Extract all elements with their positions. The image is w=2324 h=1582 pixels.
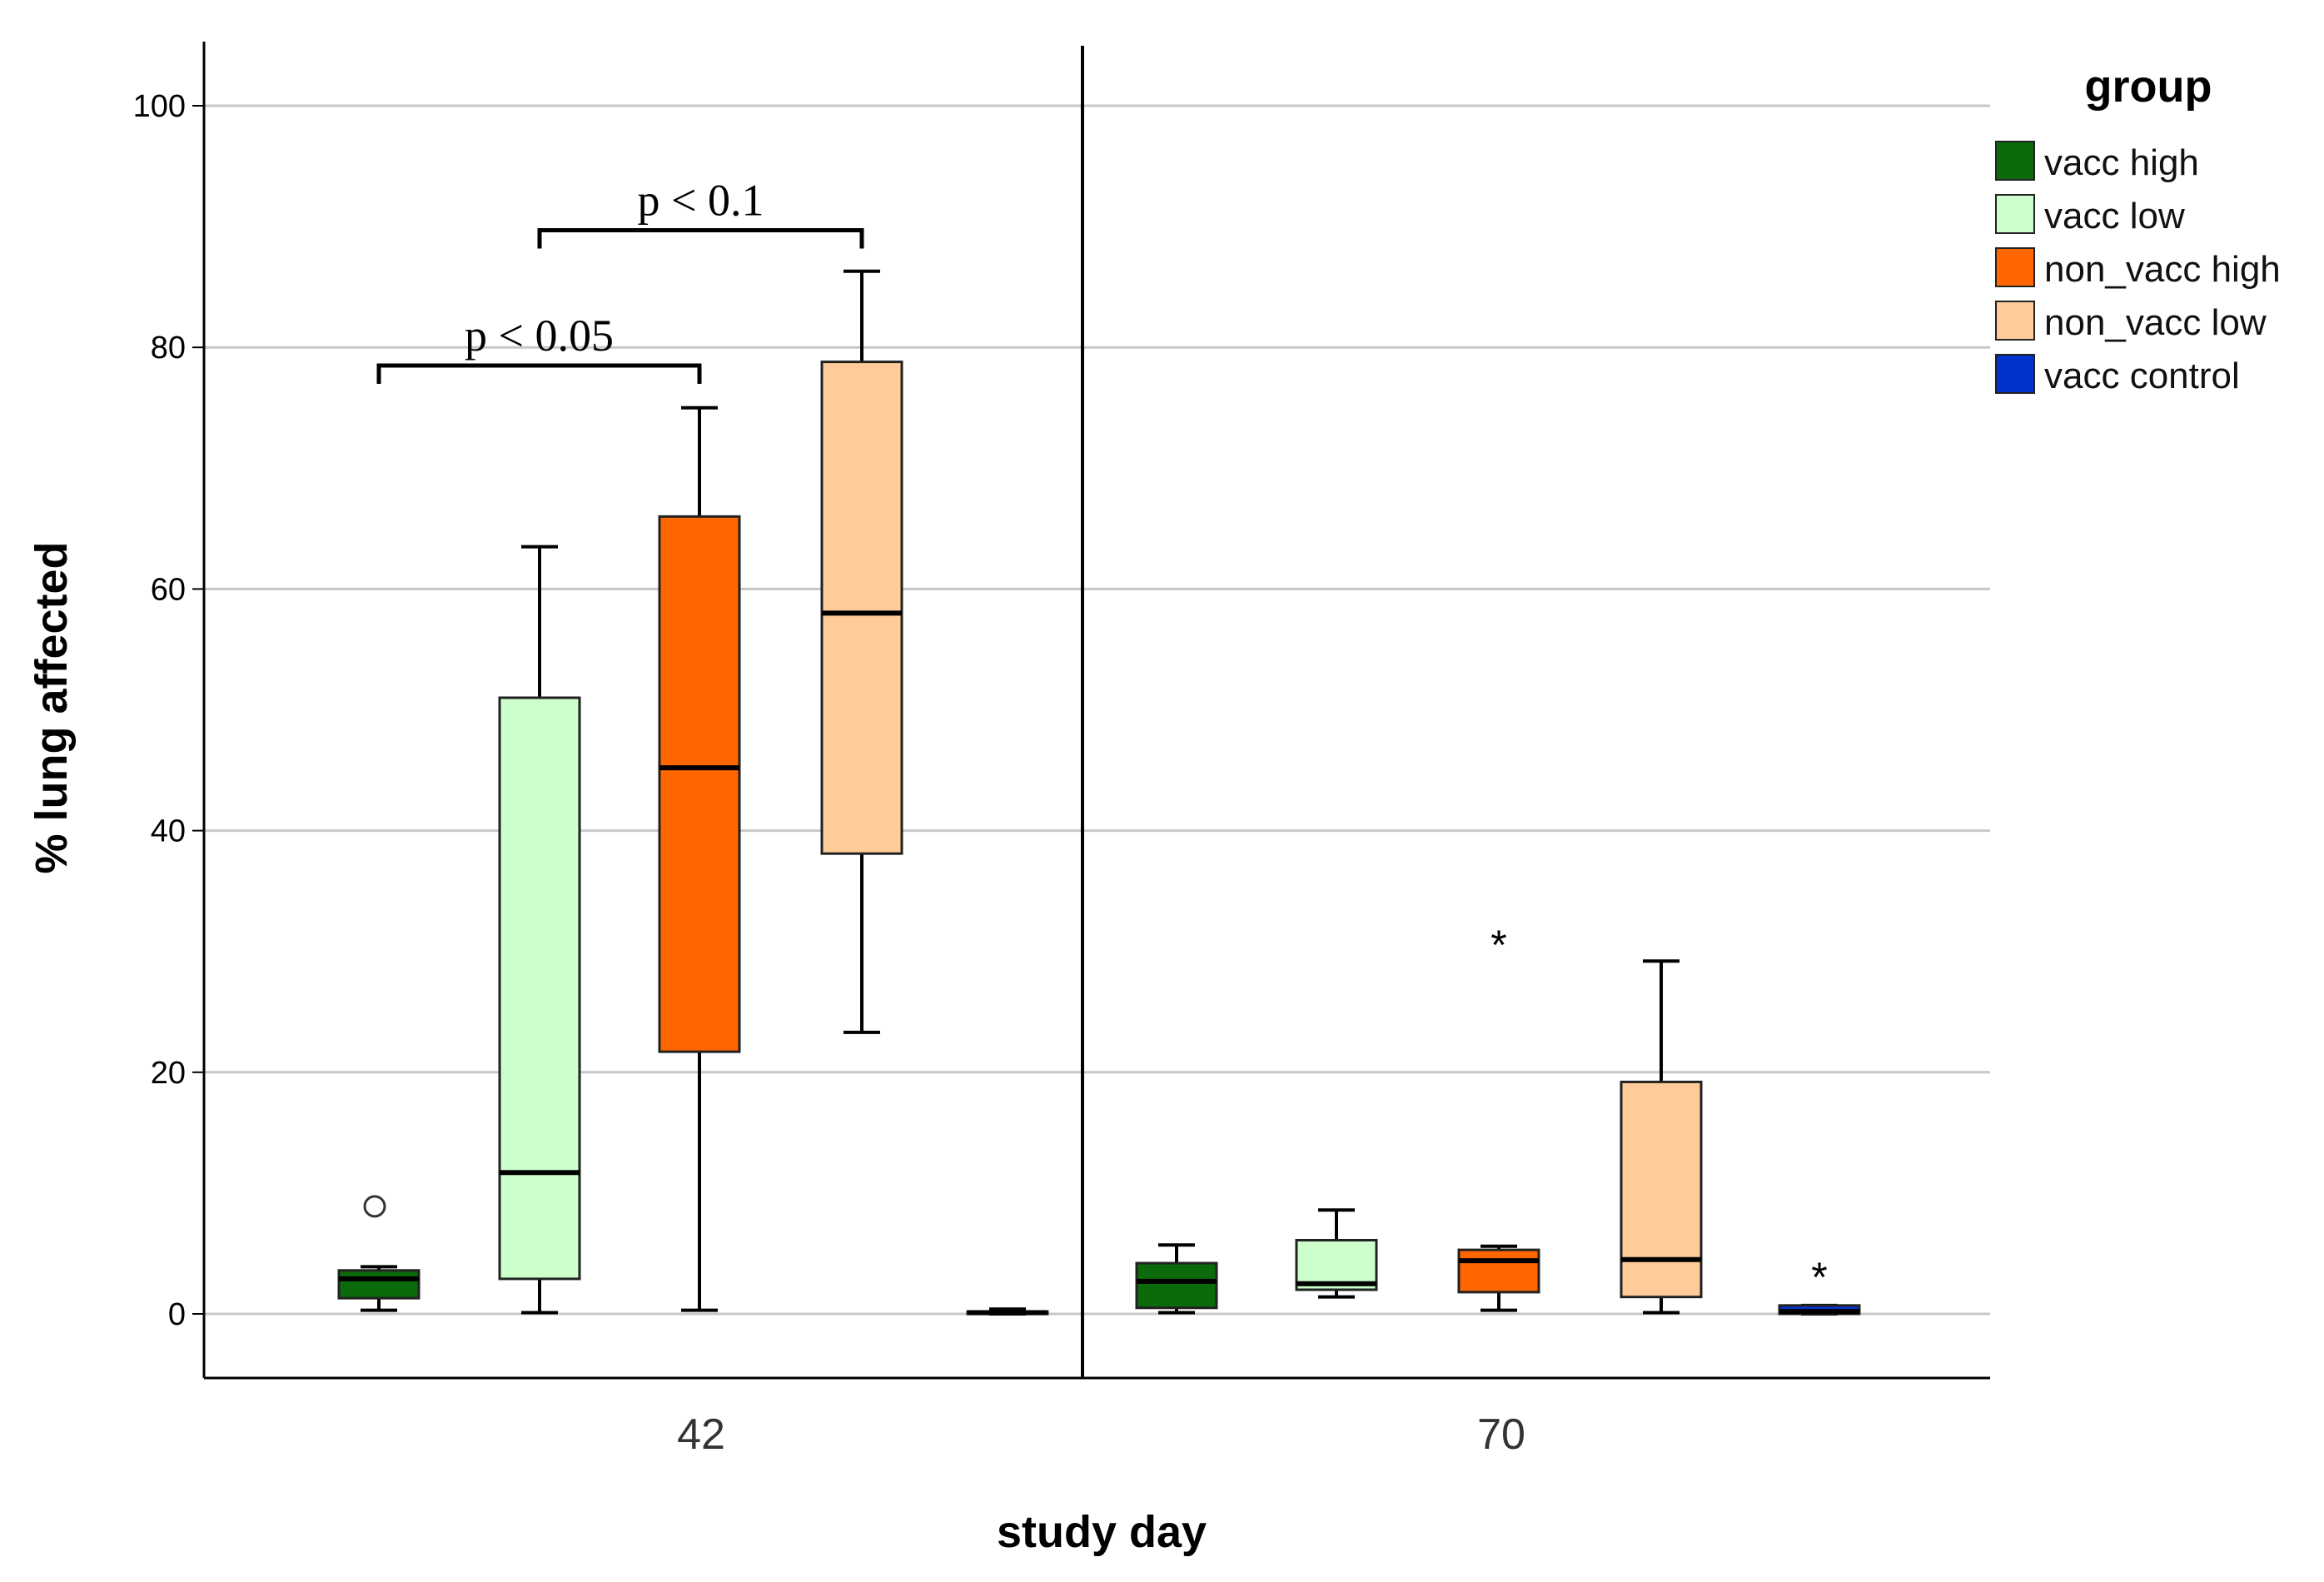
legend-item-vacc-low: vacc low xyxy=(1995,194,2185,236)
box-42-vacc-high xyxy=(337,1195,421,1312)
x-tick-label-day-42: 42 xyxy=(677,1410,725,1459)
legend-label: vacc low xyxy=(2044,196,2185,236)
legend-swatch xyxy=(1995,247,2035,287)
legend-item-vacc-control: vacc control xyxy=(1995,354,2240,396)
box-70-vacc-low xyxy=(1295,1208,1378,1299)
legend-item-non-vacc-high: non_vacc high xyxy=(1995,247,2281,290)
outlier-circle xyxy=(363,1195,386,1218)
box-42-non-vacc-high xyxy=(658,405,741,1312)
y-tick-label: 20 xyxy=(151,1056,186,1091)
boxes: ** xyxy=(337,269,1861,1316)
box-iqr xyxy=(1135,1261,1218,1310)
box-70-non-vacc-high: * xyxy=(1457,922,1540,1312)
box-42-non-vacc-low xyxy=(820,269,903,1034)
box-iqr xyxy=(337,1269,421,1300)
box-42-vacc-low xyxy=(498,545,581,1315)
box-iqr xyxy=(1457,1248,1540,1294)
legend: group vacc high vacc low non_vacc high non_v… xyxy=(1995,62,2281,396)
legend-swatch xyxy=(1995,301,2035,341)
legend-label: non_vacc low xyxy=(2044,302,2267,343)
significance-bracket-2: p < 0.1 xyxy=(537,175,864,249)
outlier-star: * xyxy=(1490,922,1506,968)
y-tick-label: 60 xyxy=(151,572,186,607)
box-iqr xyxy=(498,696,581,1281)
bracket-line xyxy=(537,227,864,249)
bracket-line xyxy=(376,363,702,384)
legend-swatch xyxy=(1995,194,2035,234)
legend-label: vacc control xyxy=(2044,356,2240,396)
y-tick-label: 100 xyxy=(133,89,186,124)
legend-item-vacc-high: vacc high xyxy=(1995,141,2199,183)
y-axis-label: % lung affected xyxy=(27,541,77,873)
legend-swatch xyxy=(1995,354,2035,394)
axes: 0 20 40 60 80 100 42 70 xyxy=(133,42,1990,1459)
y-tick-label: 0 xyxy=(168,1297,186,1332)
box-70-non-vacc-low xyxy=(1620,959,1703,1315)
p-value-label: p < 0.05 xyxy=(465,311,614,361)
box-70-vacc-high xyxy=(1135,1243,1218,1315)
legend-item-non-vacc-low: non_vacc low xyxy=(1995,301,2267,343)
y-tick-label: 40 xyxy=(151,814,186,849)
gridlines xyxy=(204,104,1990,1316)
annotations: p < 0.05 p < 0.1 xyxy=(376,175,864,384)
significance-bracket-1: p < 0.05 xyxy=(376,311,702,384)
box-iqr xyxy=(658,515,741,1053)
box-iqr xyxy=(1620,1080,1703,1299)
p-value-label: p < 0.1 xyxy=(638,175,764,225)
legend-label: vacc high xyxy=(2044,142,2199,183)
outlier-star: * xyxy=(1811,1254,1827,1301)
box-iqr xyxy=(820,361,903,855)
legend-swatch xyxy=(1995,141,2035,181)
y-tick-label: 80 xyxy=(151,331,186,366)
box-70-vacc-control: * xyxy=(1778,1254,1861,1316)
box-42-vacc-control xyxy=(966,1307,1049,1316)
x-axis-label: study day xyxy=(997,1507,1207,1557)
legend-label: non_vacc high xyxy=(2044,249,2281,290)
legend-title: group xyxy=(2085,62,2212,112)
x-tick-label-day-70: 70 xyxy=(1477,1410,1525,1459)
